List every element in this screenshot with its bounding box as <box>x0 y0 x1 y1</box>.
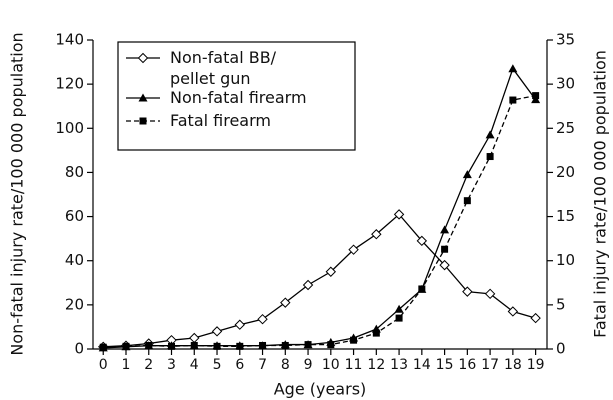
point <box>441 245 449 253</box>
legend-label: Non-fatal firearm <box>170 88 307 107</box>
y2-tick-label: 25 <box>556 119 575 137</box>
point <box>486 153 494 161</box>
y-tick-label: 100 <box>55 119 84 137</box>
point <box>462 170 472 179</box>
point <box>509 96 517 104</box>
y-tick-label: 20 <box>65 295 84 313</box>
x-tick-label: 12 <box>367 357 385 373</box>
point <box>304 341 312 349</box>
legend-label: Non-fatal BB/ pellet gun <box>170 48 277 88</box>
x-tick-label: 11 <box>345 357 363 373</box>
y-tick-label: 0 <box>74 340 84 358</box>
series-line <box>103 213 536 348</box>
point <box>302 279 314 291</box>
x-tick-label: 5 <box>213 357 222 373</box>
point <box>213 342 221 350</box>
point <box>418 285 426 293</box>
point <box>484 288 496 300</box>
point <box>530 312 541 324</box>
point <box>257 313 268 325</box>
x-tick-label: 1 <box>122 357 131 373</box>
x-tick-label: 8 <box>281 357 290 373</box>
x-tick-label: 15 <box>436 357 454 373</box>
point <box>122 342 130 350</box>
y-tick-label: 40 <box>65 251 84 269</box>
point <box>348 244 359 255</box>
y2-tick-label: 15 <box>556 207 575 225</box>
point <box>485 130 495 139</box>
y2-tick-label: 0 <box>556 340 566 358</box>
point <box>371 229 382 240</box>
point <box>462 286 473 297</box>
point <box>280 297 291 308</box>
y2-tick-label: 10 <box>556 251 575 269</box>
point <box>350 336 358 344</box>
x-tick-label: 7 <box>258 357 267 373</box>
x-tick-label: 13 <box>390 357 408 373</box>
x-tick-label: 4 <box>190 357 199 373</box>
y2-tick-label: 30 <box>556 75 575 93</box>
legend-entry: Non-fatal BB/ pellet gun <box>170 48 277 88</box>
point <box>168 342 176 350</box>
x-tick-label: 3 <box>167 357 176 373</box>
x-tick-label: 18 <box>504 357 522 373</box>
point <box>145 341 153 349</box>
point <box>507 306 519 317</box>
point <box>440 225 450 234</box>
point <box>234 319 245 330</box>
point <box>439 259 450 271</box>
y-tick-label: 80 <box>65 163 84 181</box>
point <box>211 326 223 337</box>
x-tick-label: 0 <box>99 357 108 373</box>
point <box>463 197 471 205</box>
x-tick-label: 19 <box>527 357 545 373</box>
legend-marker <box>139 117 147 125</box>
legend-marker <box>138 93 148 102</box>
point <box>259 341 267 349</box>
x-tick-label: 16 <box>458 357 476 373</box>
y-tick-label: 120 <box>55 75 84 93</box>
x-tick-label: 17 <box>481 357 499 373</box>
point <box>393 209 405 220</box>
x-axis-label: Age (years) <box>274 380 367 399</box>
x-tick-label: 6 <box>235 357 244 373</box>
point <box>395 314 403 322</box>
x-tick-label: 2 <box>144 357 153 373</box>
y2-axis-label: Fatal injury rate/100 000 population <box>591 50 610 338</box>
legend-label: Fatal firearm <box>170 111 271 130</box>
point <box>190 341 198 349</box>
point <box>325 266 337 277</box>
x-tick-label: 14 <box>413 357 431 373</box>
point <box>236 342 244 350</box>
x-tick-label: 10 <box>322 357 340 373</box>
x-tick-label: 9 <box>304 357 313 373</box>
y-tick-label: 60 <box>65 207 84 225</box>
point <box>281 341 289 349</box>
point <box>416 235 428 247</box>
point <box>508 64 518 73</box>
legend-marker <box>137 52 149 64</box>
legend-box <box>117 41 356 151</box>
point <box>372 329 380 337</box>
y2-tick-label: 35 <box>556 31 575 49</box>
legend-entry: Fatal firearm <box>170 111 271 130</box>
series-line <box>103 94 536 348</box>
point <box>532 92 540 100</box>
point <box>99 343 107 351</box>
y-tick-label: 140 <box>55 31 84 49</box>
y2-tick-label: 5 <box>556 295 566 313</box>
y-axis-label: Non-fatal injury rate/100 000 population <box>8 32 27 355</box>
point <box>394 304 404 313</box>
legend-entry: Non-fatal firearm <box>170 88 307 107</box>
y2-tick-label: 20 <box>556 163 575 181</box>
point <box>189 332 200 344</box>
point <box>327 341 335 349</box>
